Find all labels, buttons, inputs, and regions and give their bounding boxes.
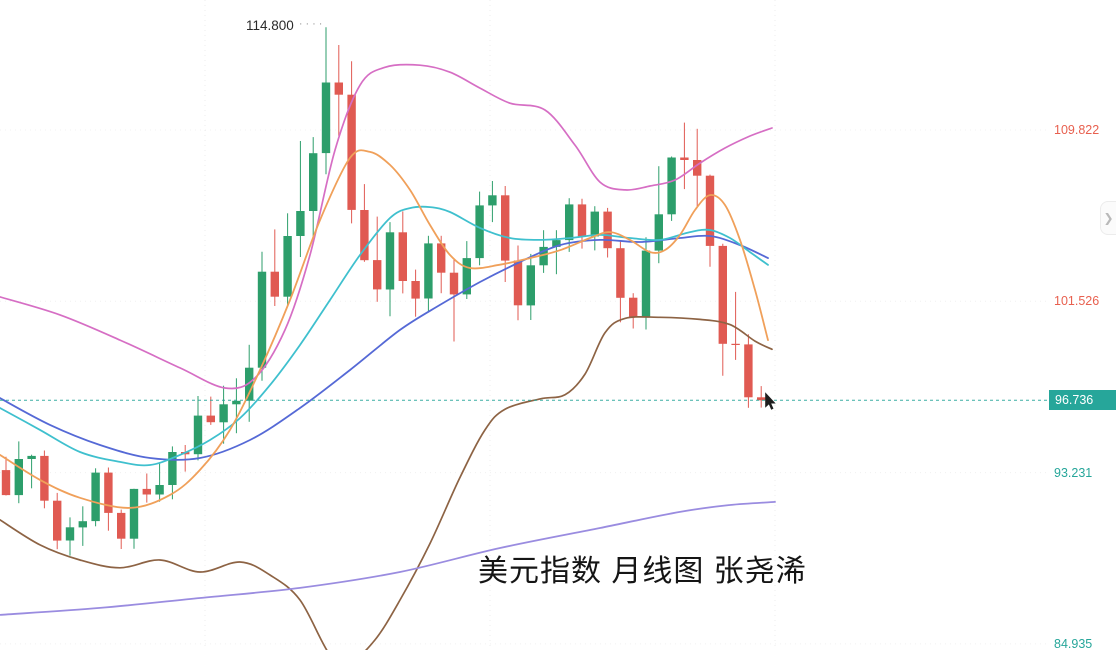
candle	[526, 253, 535, 320]
annotation-dots: ····	[298, 18, 326, 30]
candle	[385, 222, 395, 317]
bollinger-upper-line	[0, 63, 773, 390]
candle	[616, 240, 625, 323]
candle	[283, 213, 292, 307]
candle	[1, 456, 11, 496]
candle	[129, 488, 139, 549]
candle	[693, 128, 702, 207]
candle	[91, 468, 100, 527]
peak-price-annotation: 114.800 ····	[246, 18, 325, 33]
candle	[590, 206, 599, 251]
candle	[168, 446, 177, 500]
candles	[1, 27, 766, 556]
candle	[398, 211, 407, 294]
candle	[437, 235, 446, 294]
candle	[718, 243, 727, 376]
candle	[757, 386, 766, 408]
candle	[65, 517, 75, 556]
candle	[513, 245, 523, 321]
candle	[501, 186, 510, 282]
price-label: 93.231	[1054, 466, 1093, 480]
candle	[257, 251, 267, 381]
ma-mid-cyan-line	[0, 205, 769, 467]
candle	[14, 441, 23, 504]
current-price-badge: 96.736	[1049, 390, 1116, 410]
candle	[705, 174, 715, 267]
price-label: 101.526	[1054, 294, 1100, 308]
candle	[654, 166, 663, 264]
panel-collapse-tab[interactable]: ❯	[1100, 201, 1116, 235]
candle	[193, 396, 203, 461]
indicator-lines	[0, 63, 776, 650]
chevron-right-icon: ❯	[1103, 211, 1114, 225]
peak-price-text: 114.800	[246, 18, 294, 33]
candle	[296, 141, 305, 257]
candle	[731, 291, 740, 360]
candle	[117, 509, 126, 549]
candle	[488, 181, 497, 223]
candle	[347, 61, 356, 224]
candle	[27, 454, 36, 489]
candle	[641, 237, 651, 330]
ma-fast-orange-line	[0, 149, 769, 509]
candle	[744, 334, 753, 408]
candle	[104, 467, 113, 531]
candle	[449, 259, 459, 342]
candle	[270, 229, 279, 306]
candle	[373, 216, 382, 302]
candle	[40, 450, 49, 509]
candle	[321, 27, 331, 175]
candle	[309, 137, 318, 238]
candle	[181, 445, 190, 472]
candle	[667, 156, 676, 221]
candle	[219, 385, 228, 444]
candle	[142, 473, 151, 503]
candle	[411, 269, 420, 317]
price-label: 109.822	[1054, 123, 1100, 137]
candle	[424, 235, 433, 312]
bollinger-lower-line	[0, 315, 773, 650]
candle	[78, 506, 87, 546]
candle	[629, 293, 638, 329]
candle	[206, 396, 215, 425]
watermark-title: 美元指数 月线图 张尧浠	[478, 555, 807, 588]
price-label: 84.935	[1054, 637, 1093, 651]
candle	[680, 122, 689, 190]
ma-long-purple-line	[0, 501, 776, 616]
mouse-cursor-icon	[765, 392, 776, 410]
candle	[155, 462, 164, 502]
candle	[334, 45, 343, 136]
candle	[53, 492, 62, 550]
ma-slow-blue-line	[0, 234, 769, 461]
